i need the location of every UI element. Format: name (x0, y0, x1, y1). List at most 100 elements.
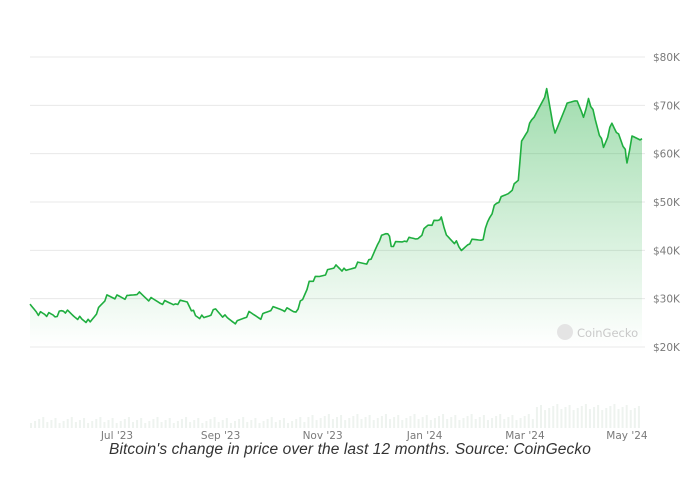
volume-bar (487, 420, 489, 428)
volume-bar (316, 420, 318, 428)
volume-bar (250, 420, 252, 428)
volume-bar (267, 419, 269, 428)
volume-bar (409, 416, 411, 428)
volume-bar (197, 418, 199, 428)
volume-bar (630, 410, 632, 428)
volume-bar (516, 420, 518, 428)
volume-bar (434, 418, 436, 428)
volume-bar (112, 418, 114, 428)
volume-bar (275, 422, 277, 428)
volume-bar (307, 417, 309, 428)
volume-bar (312, 415, 314, 428)
volume-bar (626, 405, 628, 428)
volume-bar (79, 420, 81, 428)
volume-bar (124, 419, 126, 428)
volume-bar (291, 421, 293, 428)
watermark-text: CoinGecko (577, 326, 638, 340)
volume-bar (414, 414, 416, 428)
volume-bar (467, 416, 469, 428)
volume-bar (226, 418, 228, 428)
volume-bar (499, 414, 501, 428)
volume-bar (258, 423, 260, 428)
volume-bar (103, 422, 105, 428)
volume-bar (46, 422, 48, 428)
volume-bar (528, 414, 530, 428)
volume-bar (540, 405, 542, 428)
volume-bar (511, 415, 513, 428)
volume-bar (360, 419, 362, 428)
volume-bar (303, 422, 305, 428)
volume-bar (634, 408, 636, 428)
volume-bar (638, 406, 640, 428)
y-tick-label: $20K (653, 342, 681, 354)
volume-bar (524, 416, 526, 428)
volume-bar (369, 415, 371, 428)
volume-bar (585, 404, 587, 428)
volume-bar (479, 417, 481, 428)
volume-bar (140, 418, 142, 428)
volume-bar (352, 416, 354, 428)
volume-bar (483, 415, 485, 428)
volume-bar (254, 418, 256, 428)
volume-bar (287, 423, 289, 428)
volume-bar (544, 410, 546, 428)
y-tick-label: $30K (653, 294, 681, 306)
volume-bar (95, 419, 97, 428)
volume-bars (30, 404, 640, 428)
volume-bar (50, 420, 52, 428)
volume-bar (222, 420, 224, 428)
volume-bar (462, 418, 464, 428)
volume-bar (377, 418, 379, 428)
volume-bar (205, 421, 207, 428)
volume-bar (332, 419, 334, 428)
volume-bar (365, 417, 367, 428)
volume-bar (116, 423, 118, 428)
volume-bar (577, 408, 579, 428)
volume-bar (169, 418, 171, 428)
volume-bar (30, 423, 32, 428)
coingecko-logo-icon (557, 324, 573, 340)
volume-bar (442, 414, 444, 428)
volume-bar (271, 417, 273, 428)
volume-bar (75, 422, 77, 428)
volume-bar (161, 422, 163, 428)
y-tick-label: $60K (653, 149, 681, 161)
volume-bar (495, 416, 497, 428)
volume-bar (177, 421, 179, 428)
volume-bar (601, 410, 603, 428)
volume-bar (393, 417, 395, 428)
volume-bar (210, 419, 212, 428)
volume-bar (189, 422, 191, 428)
volume-bar (560, 409, 562, 428)
volume-bar (389, 419, 391, 428)
volume-bar (348, 418, 350, 428)
volume-bar (618, 409, 620, 428)
volume-bar (548, 408, 550, 428)
volume-bar (507, 417, 509, 428)
volume-bar (471, 414, 473, 428)
volume-bar (597, 405, 599, 428)
volume-bar (397, 415, 399, 428)
volume-bar (238, 419, 240, 428)
volume-bar (593, 407, 595, 428)
volume-bar (422, 417, 424, 428)
volume-bar (418, 419, 420, 428)
y-tick-label: $80K (653, 52, 681, 64)
volume-bar (458, 420, 460, 428)
volume-bar (218, 422, 220, 428)
volume-bar (148, 421, 150, 428)
volume-bar (385, 414, 387, 428)
volume-bar (613, 404, 615, 428)
volume-bar (450, 417, 452, 428)
volume-bar (91, 421, 93, 428)
volume-bar (83, 418, 85, 428)
volume-bar (609, 406, 611, 428)
volume-bar (295, 419, 297, 428)
volume-bar (242, 417, 244, 428)
volume-bar (536, 407, 538, 428)
volume-bar (438, 416, 440, 428)
volume-bar (373, 420, 375, 428)
volume-bar (324, 416, 326, 428)
volume-bar (336, 417, 338, 428)
